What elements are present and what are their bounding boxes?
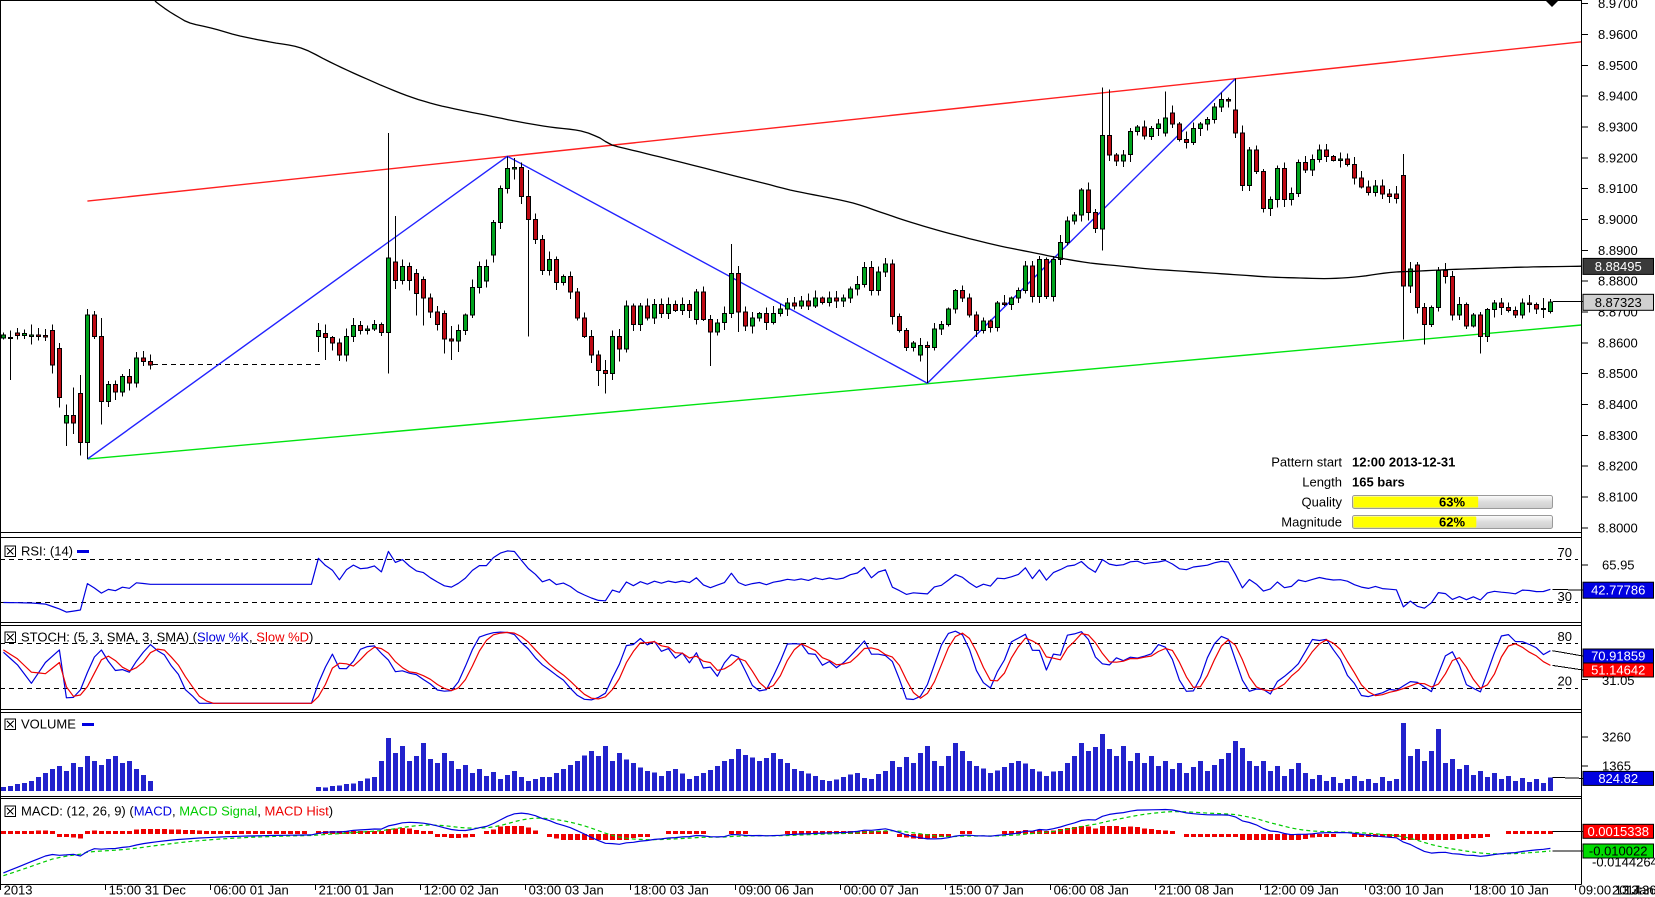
svg-text:70: 70 [1558,545,1572,560]
svg-text:8.9200: 8.9200 [1598,150,1638,165]
svg-text:824.82: 824.82 [1598,771,1638,786]
svg-text:80: 80 [1558,629,1572,644]
svg-text:165 bars: 165 bars [1352,475,1405,490]
svg-text:8.87323: 8.87323 [1595,295,1642,310]
svg-text:30: 30 [1558,589,1572,604]
svg-text:09:00 06 Jan: 09:00 06 Jan [739,883,814,897]
svg-text:31.05: 31.05 [1602,673,1635,688]
svg-text:8.8000: 8.8000 [1598,520,1638,535]
svg-text:8.8200: 8.8200 [1598,459,1638,474]
svg-text:Length: Length [1302,475,1342,490]
svg-text:8.8600: 8.8600 [1598,335,1638,350]
svg-text:MACD: (12, 26, 9) (MACD, MACD: MACD: (12, 26, 9) (MACD, MACD Signal, MA… [21,804,333,819]
svg-text:-0.010022: -0.010022 [1589,844,1648,859]
svg-text:8.8300: 8.8300 [1598,428,1638,443]
svg-text:3260: 3260 [1602,730,1631,745]
svg-text:00:00 07 Jan: 00:00 07 Jan [844,883,919,897]
svg-text:8.8100: 8.8100 [1598,490,1638,505]
svg-text:8.9600: 8.9600 [1598,27,1638,42]
svg-text:8.8400: 8.8400 [1598,397,1638,412]
svg-text:12:00 09 Jan: 12:00 09 Jan [1264,883,1339,897]
svg-text:15:00 31 Dec: 15:00 31 Dec [109,883,187,897]
svg-text:15:00 07 Jan: 15:00 07 Jan [949,883,1024,897]
svg-text:8.8500: 8.8500 [1598,366,1638,381]
svg-text:62%: 62% [1439,515,1465,530]
svg-text:8.9500: 8.9500 [1598,58,1638,73]
svg-text:09:00 13 Jan: 09:00 13 Jan [1579,883,1654,897]
svg-text:RSI: (14): RSI: (14) [21,544,73,559]
svg-text:12:00 2013-12-31: 12:00 2013-12-31 [1352,455,1455,470]
svg-text:18:00 10 Jan: 18:00 10 Jan [1474,883,1549,897]
svg-text:VOLUME: VOLUME [21,717,76,732]
svg-text:51.14642: 51.14642 [1591,663,1645,678]
svg-text:8.88495: 8.88495 [1595,259,1642,274]
svg-text:70.91859: 70.91859 [1591,649,1645,664]
svg-text:03:00 10 Jan: 03:00 10 Jan [1369,883,1444,897]
svg-text:42.77786: 42.77786 [1591,583,1645,598]
svg-text:8.8900: 8.8900 [1598,243,1638,258]
svg-text:8.8800: 8.8800 [1598,274,1638,289]
svg-text:2013: 2013 [4,883,33,897]
svg-text:12:00 02 Jan: 12:00 02 Jan [424,883,499,897]
svg-text:Quality: Quality [1302,495,1343,510]
svg-text:Magnitude: Magnitude [1281,515,1342,530]
svg-text:21:00 01 Jan: 21:00 01 Jan [319,883,394,897]
svg-text:63%: 63% [1439,495,1465,510]
svg-text:21:00 08 Jan: 21:00 08 Jan [1159,883,1234,897]
svg-text:1365: 1365 [1602,759,1631,774]
svg-text:0.0015338: 0.0015338 [1587,824,1648,839]
svg-text:8.9700: 8.9700 [1598,0,1638,11]
svg-text:8.9000: 8.9000 [1598,212,1638,227]
svg-text:03:00 03 Jan: 03:00 03 Jan [529,883,604,897]
svg-text:18:00 03 Jan: 18:00 03 Jan [634,883,709,897]
svg-text:65.95: 65.95 [1602,558,1635,573]
svg-text:20: 20 [1558,674,1572,689]
svg-text:2014: 2014 [1612,883,1641,897]
svg-text:06:00 01 Jan: 06:00 01 Jan [214,883,289,897]
svg-text:STOCH: (5, 3, SMA, 3, SMA) (Sl: STOCH: (5, 3, SMA, 3, SMA) (Slow %K, Slo… [21,630,313,645]
svg-text:Pattern start: Pattern start [1271,455,1342,470]
svg-text:8.9400: 8.9400 [1598,89,1638,104]
svg-text:06:00 08 Jan: 06:00 08 Jan [1054,883,1129,897]
svg-text:13:36: 13:36 [1624,883,1655,897]
svg-text:8.9300: 8.9300 [1598,120,1638,135]
svg-text:8.9100: 8.9100 [1598,181,1638,196]
